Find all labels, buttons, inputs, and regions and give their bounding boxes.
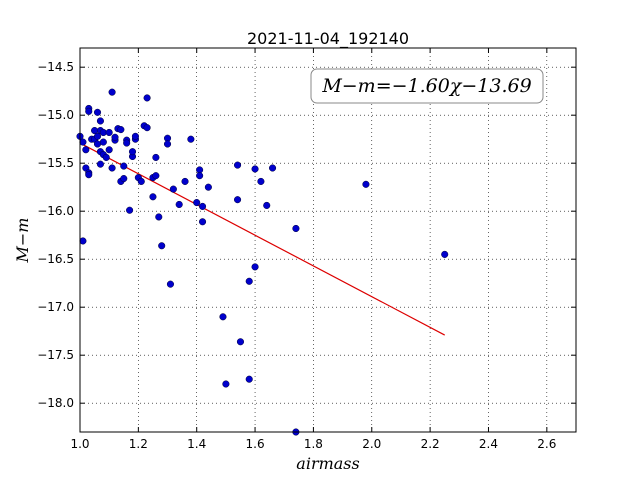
data-point	[79, 237, 87, 245]
data-point	[219, 313, 227, 321]
data-point	[82, 146, 90, 154]
plot-frame	[79, 47, 577, 433]
x-tick-label: 1.2	[129, 437, 148, 451]
data-point	[292, 224, 300, 233]
data-point	[111, 133, 119, 141]
y-tick-label: −18.0	[37, 396, 74, 410]
y-tick-labels: −14.5 −15.0 −15.5 −16.0 −16.5 −17.0 −17.5 −18.0	[37, 60, 74, 410]
data-point	[137, 177, 145, 185]
data-points	[76, 88, 449, 436]
data-point	[123, 139, 131, 147]
data-point	[251, 263, 259, 271]
data-point	[79, 138, 87, 146]
y-tick-label: −15.0	[37, 108, 74, 122]
data-point	[222, 380, 230, 388]
data-point	[96, 160, 104, 168]
data-point	[93, 108, 102, 116]
data-point	[198, 202, 207, 210]
data-point	[105, 146, 113, 154]
data-point	[85, 171, 93, 179]
data-point	[187, 135, 195, 143]
data-point	[163, 140, 172, 148]
x-tick-label: 2.2	[421, 437, 440, 451]
data-point	[181, 177, 189, 185]
data-point	[236, 338, 245, 346]
data-point	[126, 206, 134, 214]
data-point	[166, 280, 174, 288]
data-point	[93, 132, 102, 140]
data-point	[117, 126, 125, 134]
data-point	[158, 242, 166, 250]
x-tick-label: 1.0	[70, 437, 89, 451]
x-tick-label: 1.6	[246, 437, 265, 451]
y-tick-label: −15.5	[37, 156, 74, 170]
data-point	[245, 277, 253, 285]
y-tick-label: −16.0	[37, 204, 74, 218]
axis-ticks	[79, 48, 576, 432]
data-point	[102, 153, 110, 161]
fit-line	[79, 142, 445, 336]
data-point	[196, 172, 204, 180]
data-point	[128, 148, 137, 156]
data-point	[108, 88, 116, 96]
data-point	[120, 175, 128, 183]
x-tick-label: 2.4	[479, 437, 498, 451]
data-point	[204, 183, 212, 191]
data-point	[152, 172, 160, 180]
data-point	[108, 164, 116, 172]
data-point	[131, 132, 139, 140]
data-point	[441, 250, 449, 258]
x-tick-label: 2.6	[537, 437, 556, 451]
chart-title: 2021-11-04_192140	[247, 29, 409, 49]
x-axis-label: airmass	[296, 454, 359, 473]
data-point	[269, 164, 277, 172]
data-point	[105, 128, 113, 137]
y-tick-label: −14.5	[37, 60, 74, 74]
x-tick-label: 1.4	[187, 437, 206, 451]
fit-equation-box: M−m=−1.60χ−13.69	[310, 68, 544, 104]
data-point	[96, 117, 104, 125]
data-point	[257, 177, 265, 185]
x-tick-labels: 1.0 1.2 1.4 1.6 1.8 2.0 2.2 2.4 2.6	[70, 437, 556, 451]
data-point	[198, 218, 207, 226]
y-tick-label: −17.5	[37, 348, 74, 362]
data-point	[120, 162, 128, 170]
data-point	[175, 200, 183, 209]
data-point	[155, 213, 163, 221]
data-point	[234, 161, 242, 169]
fit-line-group	[79, 142, 445, 336]
data-point	[152, 153, 160, 161]
grid-lines	[79, 48, 576, 432]
fit-equation: M−m=−1.60χ−13.69	[321, 75, 531, 97]
data-point	[193, 199, 201, 207]
y-axis-label: M−m	[13, 218, 32, 264]
data-point	[263, 201, 271, 209]
data-point	[169, 185, 177, 193]
data-point	[245, 375, 253, 383]
x-tick-label: 1.8	[304, 437, 323, 451]
data-point	[149, 193, 157, 201]
x-tick-label: 2.0	[362, 437, 381, 451]
data-point	[143, 124, 151, 132]
data-point	[99, 138, 107, 146]
data-point	[362, 180, 370, 188]
data-point	[234, 196, 242, 204]
y-tick-label: −16.5	[37, 252, 74, 266]
y-tick-label: −17.0	[37, 300, 74, 314]
data-point	[251, 165, 259, 173]
data-point	[143, 94, 151, 102]
data-point	[85, 107, 93, 115]
